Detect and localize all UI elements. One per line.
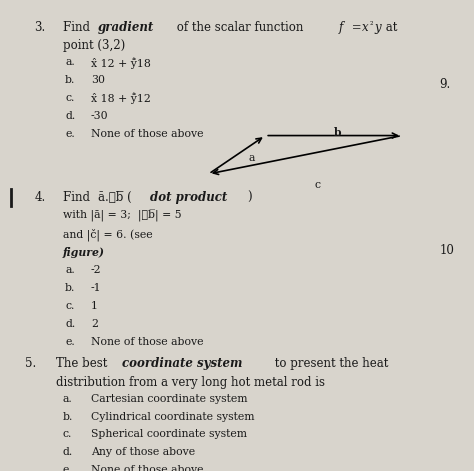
Text: 3.: 3. <box>35 21 46 33</box>
Text: 9.: 9. <box>439 78 451 91</box>
Text: c.: c. <box>63 430 72 439</box>
Text: None of those above: None of those above <box>91 129 203 139</box>
Text: b.: b. <box>63 412 73 422</box>
Text: e.: e. <box>65 337 75 347</box>
Text: -1: -1 <box>91 283 101 293</box>
Text: x: x <box>362 21 368 33</box>
Text: 10: 10 <box>439 244 455 257</box>
Text: Any of those above: Any of those above <box>91 447 195 457</box>
Text: f: f <box>338 21 343 33</box>
Text: ): ) <box>247 191 252 204</box>
Text: Spherical coordinate system: Spherical coordinate system <box>91 430 247 439</box>
Text: =: = <box>348 21 365 33</box>
Text: ā.​⃗b̅ (: ā.​⃗b̅ ( <box>98 191 132 204</box>
Text: x̂ 12 + ŷ̆18: x̂ 12 + ŷ̆18 <box>91 57 151 69</box>
Text: of the scalar function: of the scalar function <box>173 21 308 33</box>
Text: with |ā| = 3;  |⃗b̅| = 5: with |ā| = 3; |⃗b̅| = 5 <box>63 210 181 222</box>
Text: e.: e. <box>65 129 75 139</box>
Text: a.: a. <box>65 57 75 67</box>
Text: and |č| = 6. (see: and |č| = 6. (see <box>63 228 152 241</box>
Text: b: b <box>334 127 341 138</box>
Text: 2: 2 <box>91 319 98 329</box>
Text: d.: d. <box>63 447 73 457</box>
Text: distribution from a very long hot metal rod is: distribution from a very long hot metal … <box>55 376 325 389</box>
Text: to present the heat: to present the heat <box>271 357 388 370</box>
Text: None of those above: None of those above <box>91 465 203 471</box>
Text: gradient: gradient <box>98 21 154 33</box>
Text: 1: 1 <box>91 301 98 311</box>
Text: 5.: 5. <box>25 357 36 370</box>
Text: -30: -30 <box>91 111 109 121</box>
Text: x̂ 18 + ŷ̆12: x̂ 18 + ŷ̆12 <box>91 93 151 105</box>
Text: -2: -2 <box>91 265 101 275</box>
Text: 30: 30 <box>91 75 105 85</box>
Text: d.: d. <box>65 319 75 329</box>
Text: The best: The best <box>55 357 111 370</box>
Text: e.: e. <box>63 465 73 471</box>
Text: dot product: dot product <box>150 191 227 204</box>
Text: point (3,2): point (3,2) <box>63 39 125 52</box>
Text: 4.: 4. <box>35 191 46 204</box>
Text: Cylindrical coordinate system: Cylindrical coordinate system <box>91 412 255 422</box>
Text: c: c <box>315 180 321 190</box>
Text: c.: c. <box>65 93 74 103</box>
Text: Find: Find <box>63 191 93 204</box>
Text: Find: Find <box>63 21 93 33</box>
Text: figure): figure) <box>63 247 105 258</box>
Text: coordinate system: coordinate system <box>121 357 242 370</box>
Text: c.: c. <box>65 301 74 311</box>
Text: None of those above: None of those above <box>91 337 203 347</box>
Text: b.: b. <box>65 283 75 293</box>
Text: d.: d. <box>65 111 75 121</box>
Text: y: y <box>374 21 381 33</box>
Text: at: at <box>382 21 397 33</box>
Text: ²: ² <box>370 21 374 30</box>
Text: Cartesian coordinate system: Cartesian coordinate system <box>91 394 247 404</box>
Text: b.: b. <box>65 75 75 85</box>
Text: a.: a. <box>63 394 73 404</box>
Text: a: a <box>249 153 255 162</box>
Text: a.: a. <box>65 265 75 275</box>
